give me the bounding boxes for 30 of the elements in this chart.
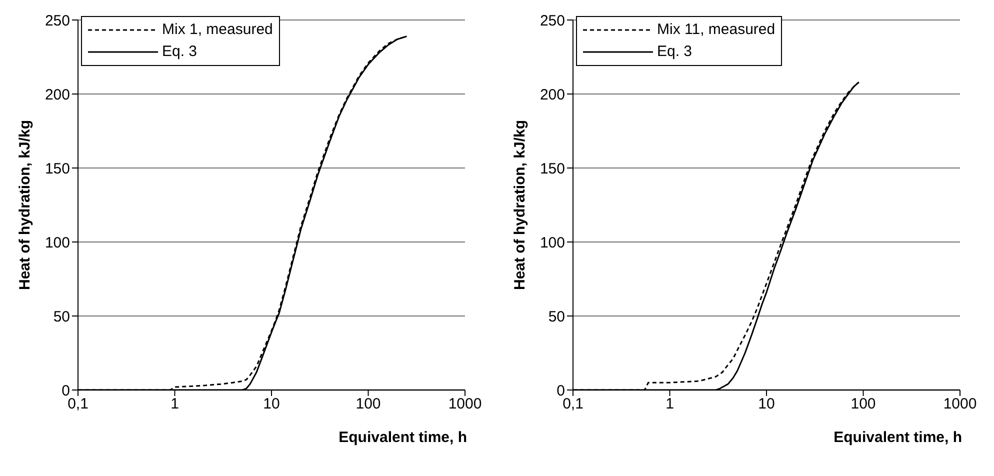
y-axis-title: Heat of hydration, kJ/kg	[511, 120, 528, 290]
x-tick-label: 0,1	[562, 396, 584, 413]
x-tick-label: 100	[850, 396, 876, 413]
legend-label: Eq. 3	[162, 42, 198, 62]
y-tick-label: 150	[44, 160, 70, 178]
y-tick-label: 50	[548, 308, 565, 326]
legend-label: Eq. 3	[657, 42, 692, 62]
x-tick-label: 1000	[943, 396, 977, 413]
x-tick-label: 1	[666, 396, 674, 413]
x-tick-label: 1	[170, 396, 179, 413]
y-tick-label: 200	[540, 86, 565, 104]
y-tick-label: 100	[540, 234, 565, 252]
y-axis-title: Heat of hydration, kJ/kg	[16, 120, 34, 290]
x-tick-label: 0,1	[68, 396, 88, 413]
y-tick-label: 200	[44, 86, 70, 104]
legend-label: Mix 1, measured	[162, 20, 273, 40]
y-tick-label: 250	[540, 12, 565, 30]
x-tick-label: 10	[263, 396, 280, 413]
x-tick-label: 100	[356, 396, 381, 413]
x-tick-label: 1000	[448, 396, 482, 413]
y-tick-label: 50	[53, 308, 70, 326]
y-tick-label: 0	[62, 382, 70, 400]
legend-label: Mix 11, measured	[657, 20, 776, 40]
x-axis-title: Equivalent time, h	[834, 429, 962, 446]
y-tick-label: 100	[44, 234, 70, 252]
y-tick-label: 250	[44, 12, 70, 30]
y-tick-label: 0	[556, 382, 565, 400]
y-tick-label: 150	[540, 160, 565, 178]
x-tick-label: 10	[758, 396, 775, 413]
x-axis-title: Equivalent time, h	[338, 429, 467, 446]
